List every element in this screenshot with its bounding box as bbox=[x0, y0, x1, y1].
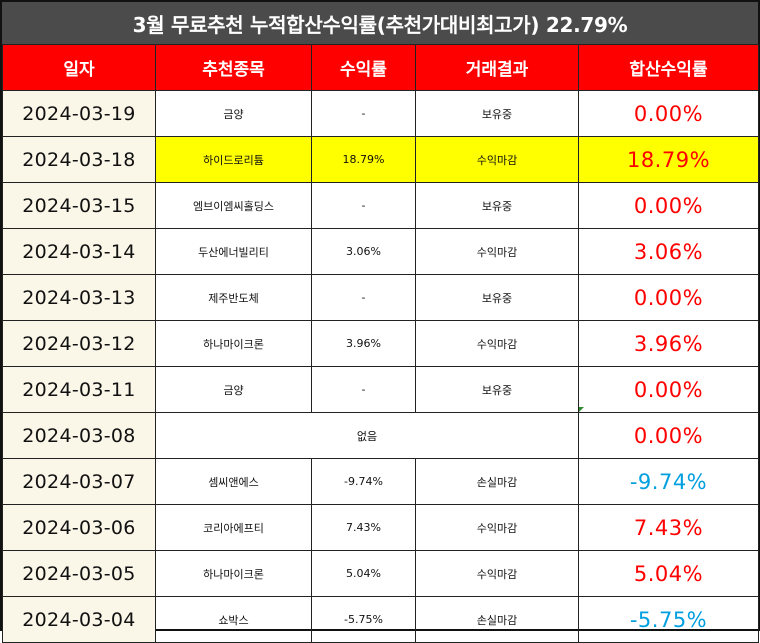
total-return-cell: 0.00% bbox=[578, 90, 759, 137]
table-row: 2024-03-13 제주반도체 - 보유중 0.00% bbox=[2, 274, 759, 321]
date-cell: 2024-03-19 bbox=[2, 90, 156, 137]
table-row: 2024-03-04 쇼박스 -5.75% 손실마감 -5.75% bbox=[2, 596, 759, 643]
result-cell: 수익마감 bbox=[415, 228, 579, 275]
return-cell: 5.04% bbox=[311, 550, 416, 597]
stock-cell: 하이드로리튬 bbox=[155, 136, 312, 183]
total-return-cell: 0.00% bbox=[578, 366, 759, 413]
total-return-cell: 7.43% bbox=[578, 504, 759, 551]
sheet-title: 3월 무료추천 누적합산수익률(추천가대비최고가) 22.79% bbox=[2, 2, 758, 45]
stock-cell: 코리아에프티 bbox=[155, 504, 312, 551]
header-stock: 추천종목 bbox=[155, 44, 312, 91]
stock-cell: 하나마이크론 bbox=[155, 320, 312, 367]
stock-cell: 금양 bbox=[155, 366, 312, 413]
return-cell: 3.96% bbox=[311, 320, 416, 367]
return-cell: -5.75% bbox=[311, 596, 416, 643]
stock-cell: 쇼박스 bbox=[155, 596, 312, 643]
total-return-cell: 0.00% bbox=[578, 274, 759, 321]
result-cell: 손실마감 bbox=[415, 458, 579, 505]
stock-cell: 하나마이크론 bbox=[155, 550, 312, 597]
table-row: 2024-03-08 없음 0.00% bbox=[2, 412, 759, 459]
result-cell: 수익마감 bbox=[415, 320, 579, 367]
total-return-cell: -5.75% bbox=[578, 596, 759, 643]
date-cell: 2024-03-12 bbox=[2, 320, 156, 367]
table-row: 2024-03-12 하나마이크론 3.96% 수익마감 3.96% bbox=[2, 320, 759, 367]
table-row: 2024-03-14 두산에너빌리티 3.06% 수익마감 3.06% bbox=[2, 228, 759, 275]
total-return-cell: 18.79% bbox=[578, 136, 759, 183]
table-row: 2024-03-19 금양 - 보유중 0.00% bbox=[2, 90, 759, 137]
table-row: 2024-03-15 엠브이엠씨홀딩스 - 보유중 0.00% bbox=[2, 182, 759, 229]
result-cell: 손실마감 bbox=[415, 596, 579, 643]
table-row: 2024-03-06 코리아에프티 7.43% 수익마감 7.43% bbox=[2, 504, 759, 551]
total-return-cell: 0.00% bbox=[578, 182, 759, 229]
return-cell: - bbox=[311, 182, 416, 229]
stock-cell: 두산에너빌리티 bbox=[155, 228, 312, 275]
date-cell: 2024-03-11 bbox=[2, 366, 156, 413]
total-return-cell: 3.96% bbox=[578, 320, 759, 367]
result-cell: 수익마감 bbox=[415, 136, 579, 183]
date-cell: 2024-03-07 bbox=[2, 458, 156, 505]
table-row: 2024-03-18 하이드로리튬 18.79% 수익마감 18.79% bbox=[2, 136, 759, 183]
table-row: 2024-03-05 하나마이크론 5.04% 수익마감 5.04% bbox=[2, 550, 759, 597]
total-return-cell: 5.04% bbox=[578, 550, 759, 597]
return-cell: 3.06% bbox=[311, 228, 416, 275]
table-row: 2024-03-11 금양 - 보유중 0.00% bbox=[2, 366, 759, 413]
header-result: 거래결과 bbox=[415, 44, 579, 91]
table-header-row: 일자 추천종목 수익률 거래결과 합산수익률 bbox=[2, 44, 759, 91]
stock-cell: 제주반도체 bbox=[155, 274, 312, 321]
date-cell: 2024-03-06 bbox=[2, 504, 156, 551]
return-cell: -9.74% bbox=[311, 458, 416, 505]
table-row: 2024-03-07 셈씨앤에스 -9.74% 손실마감 -9.74% bbox=[2, 458, 759, 505]
date-cell: 2024-03-18 bbox=[2, 136, 156, 183]
header-total-return: 합산수익률 bbox=[578, 44, 759, 91]
return-cell: - bbox=[311, 90, 416, 137]
stock-cell: 없음 bbox=[155, 412, 579, 459]
date-cell: 2024-03-08 bbox=[2, 412, 156, 459]
return-cell: 7.43% bbox=[311, 504, 416, 551]
date-cell: 2024-03-04 bbox=[2, 596, 156, 643]
total-return-cell: 0.00% bbox=[578, 412, 759, 459]
result-cell: 수익마감 bbox=[415, 504, 579, 551]
result-cell: 수익마감 bbox=[415, 550, 579, 597]
stock-cell: 엠브이엠씨홀딩스 bbox=[155, 182, 312, 229]
date-cell: 2024-03-15 bbox=[2, 182, 156, 229]
result-cell: 보유중 bbox=[415, 366, 579, 413]
result-cell: 보유중 bbox=[415, 182, 579, 229]
return-cell: - bbox=[311, 274, 416, 321]
date-cell: 2024-03-13 bbox=[2, 274, 156, 321]
comment-indicator bbox=[579, 407, 584, 412]
result-cell: 보유중 bbox=[415, 274, 579, 321]
result-cell: 보유중 bbox=[415, 90, 579, 137]
return-cell: 18.79% bbox=[311, 136, 416, 183]
recommendation-table: 일자 추천종목 수익률 거래결과 합산수익률 2024-03-19 금양 - 보유중 0… bbox=[2, 44, 759, 643]
total-return-cell: 3.06% bbox=[578, 228, 759, 275]
total-return-cell: -9.74% bbox=[578, 458, 759, 505]
return-cell: - bbox=[311, 366, 416, 413]
date-cell: 2024-03-14 bbox=[2, 228, 156, 275]
stock-cell: 금양 bbox=[155, 90, 312, 137]
stock-cell: 셈씨앤에스 bbox=[155, 458, 312, 505]
header-date: 일자 bbox=[2, 44, 156, 91]
table-body: 2024-03-19 금양 - 보유중 0.00% 2024-03-18 하이드로리튬 18.… bbox=[2, 90, 759, 643]
date-cell: 2024-03-05 bbox=[2, 550, 156, 597]
header-return: 수익률 bbox=[311, 44, 416, 91]
